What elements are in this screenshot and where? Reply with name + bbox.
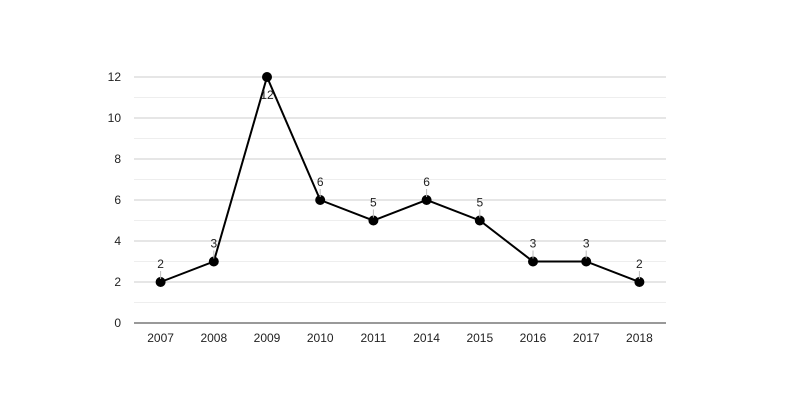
x-tick-label: 2018 [626, 331, 653, 345]
data-point [634, 277, 645, 287]
y-tick-label: 4 [114, 234, 121, 248]
y-tick-label: 2 [114, 275, 121, 289]
data-label: 5 [476, 196, 483, 210]
data-point [528, 256, 538, 267]
x-tick-label: 2017 [573, 331, 600, 345]
series-line-layer [155, 72, 645, 287]
x-tick-label: 2011 [360, 331, 386, 345]
data-point [368, 215, 379, 226]
x-tick-label: 2007 [147, 331, 174, 345]
x-tick-label: 2010 [307, 331, 334, 345]
data-point [262, 72, 272, 82]
data-label: 2 [636, 257, 643, 271]
data-label: 5 [370, 196, 377, 210]
y-tick-label: 6 [114, 193, 121, 207]
data-point [155, 277, 166, 287]
data-label: 3 [583, 237, 590, 251]
x-tick-label: 2009 [254, 331, 281, 345]
data-label: 2 [157, 257, 164, 271]
gridlines [134, 76, 666, 303]
y-tick-label: 10 [108, 111, 122, 125]
data-label: 3 [530, 237, 537, 251]
y-tick-label: 0 [114, 316, 121, 330]
x-tick-label: 2016 [520, 331, 547, 345]
axes: 0 2 4 6 8 10 12 2007 2008 2009 2010 2011 2014 2015 201… [108, 70, 666, 345]
data-point [421, 195, 432, 205]
data-label: 6 [423, 175, 430, 189]
x-tick-label: 2014 [413, 331, 440, 345]
series-line [160, 74, 640, 283]
x-tick-label: 2015 [466, 331, 493, 345]
data-point [208, 256, 219, 267]
data-point [581, 256, 592, 267]
y-tick-label: 12 [108, 70, 122, 84]
y-tick-label: 8 [114, 152, 121, 166]
data-labels: 2 3 12 6 5 6 5 3 3 2 [157, 88, 643, 279]
data-point [315, 195, 326, 205]
data-label: 6 [317, 175, 324, 189]
data-label: 3 [210, 237, 217, 251]
data-point [474, 215, 485, 226]
data-label: 12 [260, 88, 274, 102]
x-tick-label: 2008 [200, 331, 227, 345]
